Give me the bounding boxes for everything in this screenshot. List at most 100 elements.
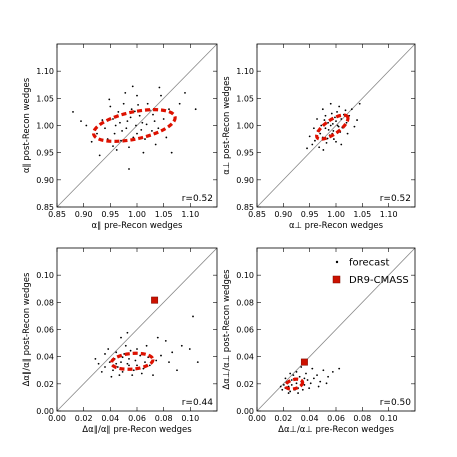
forecast-point bbox=[188, 348, 191, 350]
x-tick-label: 0.90 bbox=[75, 210, 93, 219]
forecast-point bbox=[142, 151, 145, 154]
forecast-point bbox=[108, 98, 111, 101]
forecast-point bbox=[104, 127, 106, 130]
contour-ellipse bbox=[109, 351, 155, 371]
diagonal-line bbox=[256, 43, 416, 208]
forecast-point bbox=[340, 118, 343, 120]
forecast-point bbox=[128, 168, 130, 170]
forecast-point bbox=[135, 124, 137, 127]
forecast-point bbox=[85, 124, 88, 127]
forecast-point bbox=[124, 344, 127, 347]
forecast-point bbox=[309, 382, 312, 385]
forecast-point bbox=[162, 118, 165, 120]
forecast-point bbox=[136, 348, 138, 350]
x-tick-label: 0.10 bbox=[380, 414, 398, 423]
forecast-point bbox=[80, 120, 82, 123]
forecast-point bbox=[196, 361, 199, 363]
forecast-point bbox=[144, 361, 146, 363]
forecast-point bbox=[152, 113, 154, 116]
forecast-point bbox=[306, 147, 308, 150]
x-tick-label: 0.95 bbox=[101, 210, 119, 219]
forecast-point bbox=[335, 120, 337, 123]
forecast-point bbox=[90, 140, 93, 143]
forecast-point bbox=[308, 135, 311, 138]
y-tick-label: 0.10 bbox=[236, 271, 254, 280]
y-tick-label: 0.00 bbox=[236, 407, 254, 416]
forecast-point bbox=[295, 370, 298, 373]
forecast-point bbox=[350, 108, 353, 111]
forecast-point bbox=[139, 354, 142, 357]
forecast-point bbox=[168, 361, 170, 363]
y-tick-label: 0.00 bbox=[36, 407, 54, 416]
forecast-point bbox=[112, 369, 114, 372]
x-axis-label: Δα⊥/α⊥ pre-Recon wedges bbox=[278, 425, 394, 435]
forecast-point bbox=[336, 111, 338, 113]
forecast-point bbox=[292, 374, 295, 377]
y-tick-label: 0.08 bbox=[36, 298, 54, 307]
x-axis-label: α⊥ pre-Recon wedges bbox=[289, 221, 384, 231]
x-tick-label: 0.85 bbox=[48, 210, 66, 219]
forecast-point bbox=[325, 382, 328, 385]
x-tick-label: 0.02 bbox=[75, 414, 93, 423]
forecast-point bbox=[137, 103, 139, 106]
forecast-point bbox=[327, 128, 330, 131]
forecast-point bbox=[132, 369, 135, 372]
legend-cmass-label: DR9-CMASS bbox=[349, 275, 409, 286]
forecast-point bbox=[316, 374, 318, 377]
forecast-point bbox=[358, 102, 361, 105]
y-axis-label: α∥ post-Recon wedges bbox=[22, 77, 32, 173]
y-tick-label: 0.04 bbox=[236, 353, 254, 362]
forecast-point bbox=[146, 102, 149, 105]
forecast-point bbox=[335, 140, 337, 143]
forecast-point bbox=[145, 123, 148, 126]
forecast-point bbox=[312, 377, 315, 380]
forecast-point bbox=[134, 359, 137, 362]
x-axis-label: α∥ pre-Recon wedges bbox=[92, 221, 183, 231]
y-tick-label: 0.06 bbox=[36, 326, 54, 335]
y-tick-label: 0.02 bbox=[36, 380, 54, 389]
forecast-point bbox=[125, 127, 128, 130]
y-axis-label: Δα⊥/α⊥ post-Recon wedges bbox=[222, 269, 232, 390]
x-tick-label: 0.06 bbox=[128, 414, 146, 423]
forecast-point bbox=[126, 362, 129, 365]
forecast-point bbox=[144, 138, 146, 140]
forecast-point bbox=[330, 112, 333, 115]
forecast-point bbox=[115, 362, 118, 365]
x-tick-label: 0.90 bbox=[274, 210, 292, 219]
x-tick-label: 1.05 bbox=[155, 210, 173, 219]
y-tick-label: 0.06 bbox=[236, 326, 254, 335]
forecast-point bbox=[301, 388, 304, 391]
forecast-point bbox=[126, 331, 129, 334]
forecast-point bbox=[322, 369, 325, 372]
forecast-point bbox=[287, 392, 290, 394]
forecast-point bbox=[113, 132, 116, 135]
x-tick-label: 0.06 bbox=[327, 414, 345, 423]
forecast-point bbox=[306, 379, 309, 381]
forecast-point bbox=[332, 130, 335, 132]
forecast-point bbox=[353, 125, 356, 128]
forecast-point bbox=[123, 353, 126, 355]
forecast-point bbox=[298, 375, 301, 378]
forecast-point bbox=[151, 130, 153, 132]
forecast-point bbox=[303, 384, 306, 386]
forecast-point bbox=[356, 119, 358, 121]
forecast-point bbox=[282, 384, 285, 386]
forecast-point bbox=[140, 372, 143, 375]
x-tick-label: 0.08 bbox=[353, 414, 371, 423]
y-tick-label: 0.08 bbox=[236, 298, 254, 307]
forecast-point bbox=[94, 357, 97, 360]
x-tick-label: 0.85 bbox=[248, 210, 266, 219]
forecast-point bbox=[308, 387, 311, 390]
y-tick-label: 1.05 bbox=[36, 94, 54, 103]
forecast-point bbox=[155, 359, 158, 362]
legend-forecast-label: forecast bbox=[349, 258, 390, 269]
forecast-point bbox=[156, 336, 159, 339]
forecast-point bbox=[145, 344, 148, 347]
forecast-point bbox=[109, 105, 112, 108]
y-tick-label: 1.00 bbox=[36, 122, 54, 131]
forecast-point bbox=[133, 110, 136, 113]
y-tick-label: 0.85 bbox=[236, 203, 254, 212]
panel-dalpha-perp: 0.00 0.02 0.04 0.06 0.08 0.10 0.00 0.02 0.04 0.06… bbox=[222, 247, 416, 435]
forecast-point bbox=[129, 349, 132, 352]
